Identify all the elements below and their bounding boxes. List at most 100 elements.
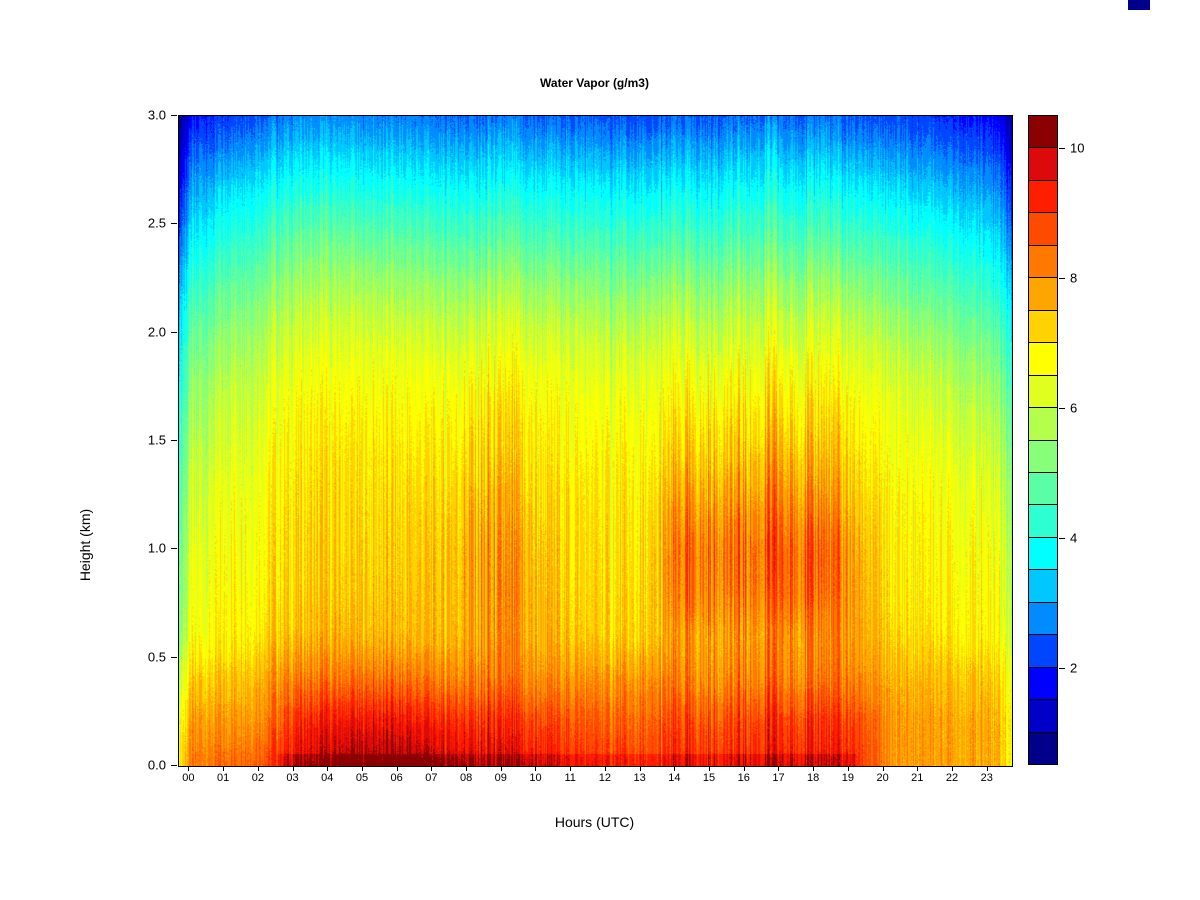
x-tick-label: 09 — [494, 772, 507, 784]
x-tick-label: 15 — [702, 772, 716, 784]
colorbar-block — [1029, 180, 1057, 214]
x-tick-mark — [709, 766, 711, 771]
x-tick-label: 19 — [841, 772, 854, 784]
x-tick-label: 18 — [807, 772, 820, 784]
colorbar-tick-label: 10 — [1070, 140, 1085, 155]
x-tick-mark — [778, 766, 780, 771]
colorbar-tick-mark — [1059, 407, 1065, 409]
colorbar-tick-label: 6 — [1070, 400, 1078, 415]
x-tick-label: 06 — [390, 772, 403, 784]
y-tick-label: 0.5 — [147, 649, 166, 665]
x-tick-label: 07 — [425, 772, 438, 784]
x-tick-mark — [292, 766, 294, 771]
x-tick-mark — [986, 766, 988, 771]
x-tick-mark — [813, 766, 815, 771]
x-tick-label: 16 — [737, 772, 750, 784]
heatmap-canvas — [179, 116, 1012, 766]
colorbar-tick-mark — [1059, 667, 1065, 669]
colorbar-tick-label: 4 — [1070, 530, 1078, 545]
x-tick-label: 04 — [321, 772, 334, 784]
x-tick-label: 13 — [633, 772, 646, 784]
x-tick-label: 03 — [286, 772, 299, 784]
colorbar-tick-mark — [1059, 277, 1065, 279]
x-tick-mark — [917, 766, 919, 771]
colorbar-block — [1029, 732, 1057, 765]
x-tick-label: 01 — [216, 772, 230, 784]
x-tick-mark — [431, 766, 433, 771]
colorbar-block — [1029, 375, 1057, 409]
colorbar-block — [1029, 602, 1057, 636]
x-tick-label: 10 — [529, 772, 542, 784]
y-tick-label: 0.0 — [147, 757, 166, 773]
x-tick-label: 21 — [911, 772, 924, 784]
x-tick-mark — [257, 766, 259, 771]
y-tick-mark — [171, 440, 177, 441]
x-tick-label: 12 — [598, 772, 612, 784]
x-tick-mark — [604, 766, 606, 771]
x-axis-label: Hours (UTC) — [554, 814, 635, 830]
x-tick-label: 02 — [251, 772, 264, 784]
y-tick-label: 2.5 — [147, 215, 166, 231]
colorbar-tick-mark — [1059, 147, 1065, 149]
y-tick-label: 1.0 — [147, 540, 166, 556]
chart-title: Water Vapor (g/m3) — [540, 76, 649, 90]
colorbar-block — [1029, 343, 1057, 376]
x-tick-label: 05 — [355, 772, 369, 784]
colorbar-tick-label: 2 — [1070, 660, 1078, 675]
x-tick-mark — [951, 766, 953, 771]
colorbar-block — [1029, 570, 1057, 603]
plot-area — [178, 115, 1013, 767]
y-tick-mark — [171, 765, 177, 766]
x-tick-mark — [396, 766, 398, 771]
x-tick-mark — [223, 766, 225, 771]
x-tick-mark — [188, 766, 190, 771]
colorbar-block — [1029, 310, 1057, 344]
colorbar-block — [1029, 472, 1057, 506]
colorbar-tick-mark — [1059, 537, 1065, 539]
x-tick-label: 17 — [772, 772, 785, 784]
y-tick-mark — [171, 223, 177, 225]
x-tick-mark — [466, 766, 468, 771]
colorbar-block — [1029, 278, 1057, 311]
y-tick-label: 3.0 — [147, 107, 166, 123]
x-tick-label: 20 — [876, 772, 889, 784]
y-tick-mark — [171, 115, 177, 116]
colorbar-block — [1029, 213, 1057, 246]
colorbar-block — [1029, 116, 1057, 149]
x-tick-label: 11 — [564, 772, 576, 784]
y-tick-mark — [171, 548, 177, 550]
x-tick-label: 08 — [459, 772, 473, 784]
x-tick-mark — [535, 766, 537, 771]
x-tick-mark — [570, 766, 572, 771]
colorbar-block — [1029, 667, 1057, 701]
colorbar-block — [1029, 148, 1057, 181]
colorbar-block — [1029, 635, 1057, 668]
colorbar-tick-label: 8 — [1070, 270, 1078, 285]
y-axis-label: Height (km) — [77, 508, 93, 582]
x-tick-label: 22 — [945, 772, 959, 784]
colorbar — [1028, 115, 1058, 765]
x-tick-mark — [847, 766, 849, 771]
x-tick-mark — [639, 766, 641, 771]
x-tick-mark — [674, 766, 676, 771]
colorbar-block — [1029, 537, 1057, 571]
y-tick-label: 1.5 — [147, 432, 166, 448]
x-tick-mark — [361, 766, 363, 771]
colorbar-block — [1029, 245, 1057, 279]
x-tick-mark — [500, 766, 502, 771]
colorbar-block — [1029, 700, 1057, 733]
x-tick-label: 00 — [182, 772, 195, 784]
x-tick-label: 14 — [668, 772, 681, 784]
x-tick-mark — [882, 766, 884, 771]
x-tick-label: 23 — [980, 772, 993, 784]
y-tick-mark — [171, 656, 177, 658]
y-tick-mark — [171, 331, 177, 333]
corner-swatch — [1128, 0, 1150, 10]
x-tick-mark — [743, 766, 745, 771]
colorbar-block — [1029, 505, 1057, 538]
y-tick-label: 2.0 — [147, 324, 166, 340]
colorbar-block — [1029, 408, 1057, 441]
x-tick-mark — [327, 766, 329, 771]
colorbar-block — [1029, 440, 1057, 473]
